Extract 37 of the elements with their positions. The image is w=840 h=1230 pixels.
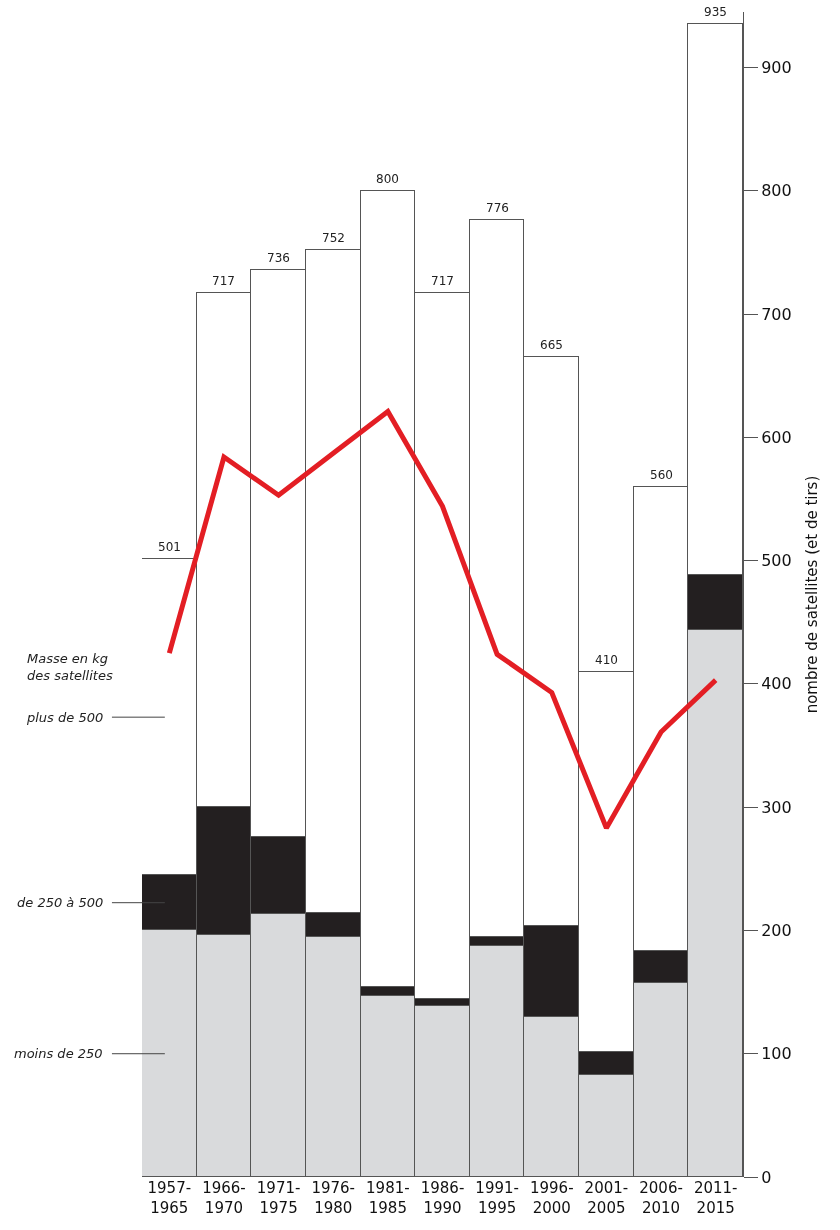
total-label: 800 — [376, 172, 399, 186]
total-label: 665 — [540, 338, 563, 352]
x-tick-label: 2011-2015 — [693, 1179, 738, 1217]
y-tick-label: 200 — [761, 921, 792, 941]
y-tick-label: 500 — [761, 551, 792, 571]
x-tick-label: 1986-1990 — [420, 1179, 465, 1217]
y-tick-label: 900 — [761, 58, 792, 78]
text: de 250 à 500 — [17, 895, 104, 910]
total-label: 560 — [650, 468, 673, 482]
total-label: 501 — [158, 540, 181, 554]
y-tick-label: 600 — [761, 427, 792, 447]
y-tick-label: 400 — [761, 674, 792, 694]
total-label: 717 — [431, 274, 454, 288]
x-tick-label: 1966-1970 — [202, 1179, 246, 1217]
text: moins de 250 — [14, 1046, 103, 1061]
total-label: 935 — [704, 5, 727, 19]
x-tick-label: 1971-1975 — [256, 1179, 301, 1217]
x-tick-label: 1981-1985 — [366, 1179, 410, 1217]
y-axis-title: nombre de satellites (et de tirs) — [802, 475, 821, 714]
text: plus de 500 — [26, 710, 104, 725]
total-label: 736 — [267, 251, 290, 265]
y-tick-label: 700 — [761, 304, 792, 324]
total-label: 776 — [486, 201, 509, 215]
x-tick-label: 1991-1995 — [475, 1179, 519, 1217]
total-label: 752 — [322, 231, 345, 245]
total-label: 717 — [212, 274, 235, 288]
y-tick-label: 0 — [761, 1167, 772, 1187]
total-label: 410 — [595, 653, 618, 667]
y-tick-label: 100 — [761, 1044, 792, 1064]
x-tick-label: 1976-1980 — [311, 1179, 356, 1217]
y-tick-label: 300 — [761, 797, 792, 817]
x-tick-label: 2006-2010 — [639, 1179, 683, 1217]
x-tick-label: 2001-2005 — [584, 1179, 629, 1217]
x-tick-label: 1996-2000 — [529, 1179, 574, 1217]
y-tick-label: 800 — [761, 181, 792, 201]
x-tick-label: 1957-1965 — [147, 1179, 192, 1217]
legend-title: Masse en kg des satellites — [27, 651, 113, 683]
